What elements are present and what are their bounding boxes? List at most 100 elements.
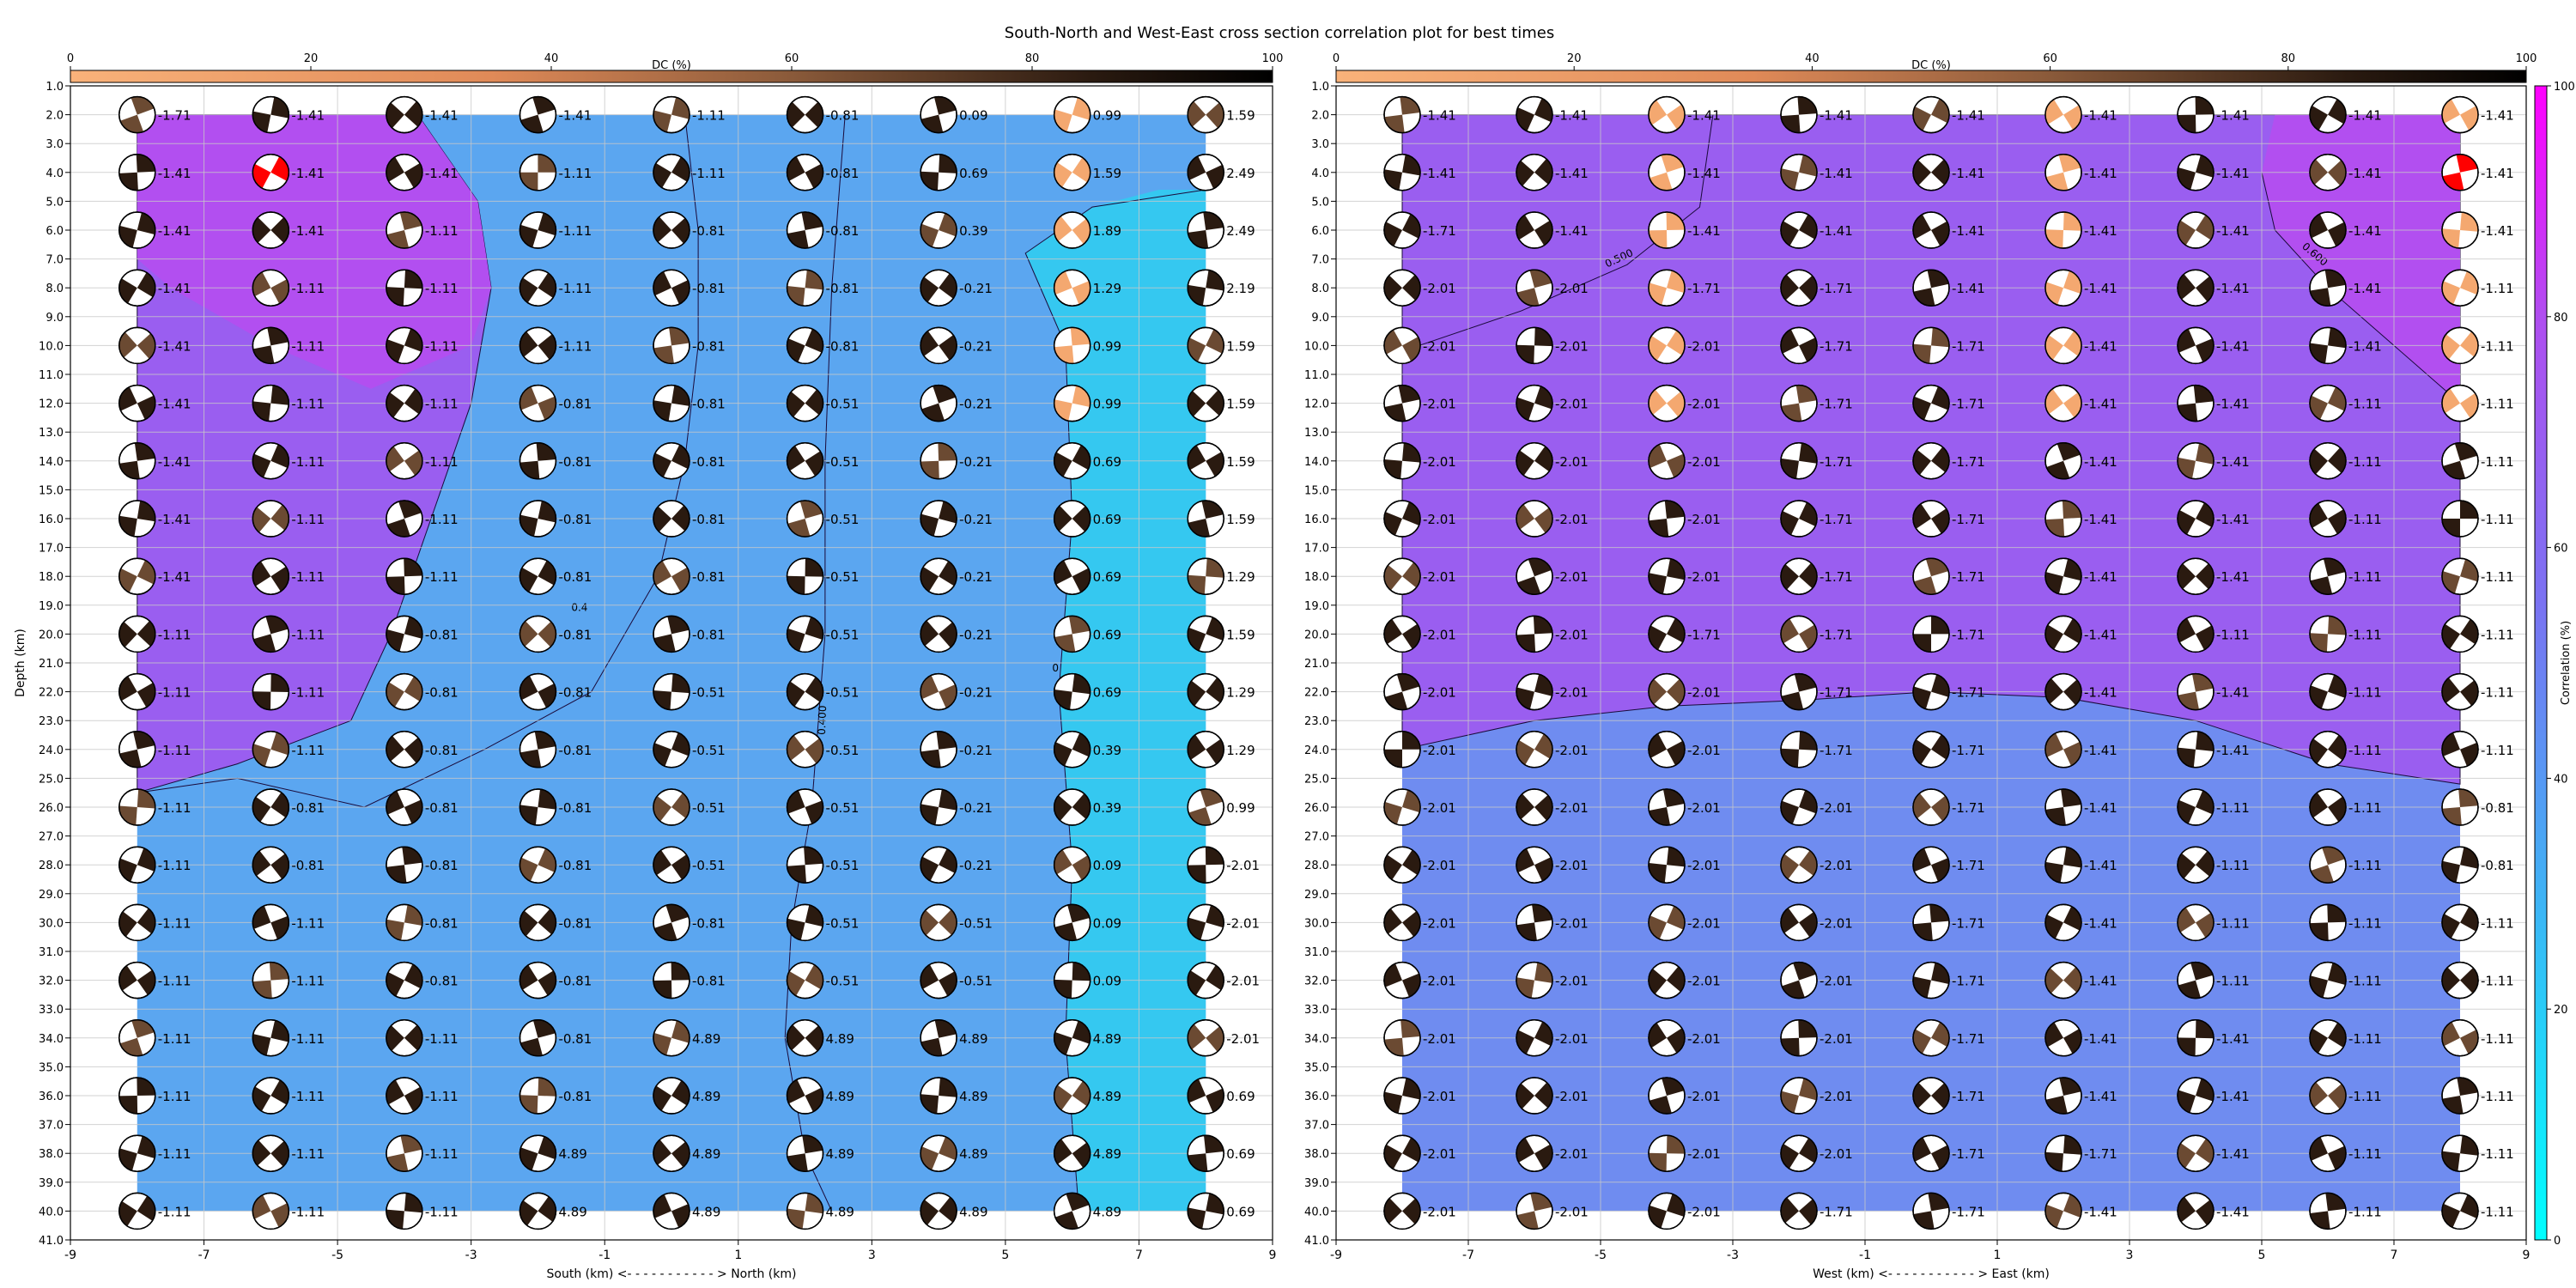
time-label: 0.69 xyxy=(959,166,987,181)
beachball xyxy=(118,269,156,307)
time-label: -1.41 xyxy=(2216,1204,2250,1219)
y-tick-label: 27.0 xyxy=(1304,831,1329,844)
time-label: -0.51 xyxy=(826,454,860,470)
time-label: -1.41 xyxy=(425,108,459,124)
beachball-rim xyxy=(2441,672,2479,711)
beachball-quadrant xyxy=(2328,509,2346,534)
beachball-quadrant xyxy=(1206,164,1224,189)
beachball-quadrant xyxy=(1188,101,1206,127)
beachball-rim xyxy=(1516,961,1553,999)
y-tick-label: 26.0 xyxy=(39,802,64,815)
y-tick-label: 31.0 xyxy=(39,946,64,959)
time-label: -1.71 xyxy=(1820,512,1853,527)
beachball xyxy=(653,557,690,595)
beachball xyxy=(2309,788,2347,826)
time-label: -2.01 xyxy=(1820,974,1853,989)
beachball-rim xyxy=(1187,269,1224,307)
beachball-rim xyxy=(920,269,957,307)
beachball xyxy=(118,1077,156,1115)
beachball-quadrant xyxy=(1931,963,1949,984)
beachball-quadrant xyxy=(137,212,155,235)
time-label: -1.11 xyxy=(2348,974,2382,989)
beachball-rim xyxy=(1187,442,1224,480)
beachball-quadrant xyxy=(1649,625,1667,650)
beachball-quadrant xyxy=(1072,962,1091,981)
beachball xyxy=(1053,95,1091,134)
beachball-quadrant xyxy=(804,847,823,866)
y-tick-label: 40.0 xyxy=(39,1206,64,1218)
beachball-quadrant xyxy=(519,386,538,410)
time-label: 4.89 xyxy=(1093,1031,1121,1047)
beachball-quadrant xyxy=(1400,96,1420,115)
beachball xyxy=(1516,788,1553,826)
beachball-quadrant xyxy=(2063,331,2081,356)
time-label: -1.71 xyxy=(1952,397,1985,412)
time-label: 1.59 xyxy=(1226,397,1255,412)
time-label: -1.41 xyxy=(425,166,459,181)
y-tick-label: 24.0 xyxy=(39,744,64,757)
beachball xyxy=(1187,557,1224,595)
beachball xyxy=(2177,903,2215,942)
beachball-quadrant xyxy=(2178,1143,2196,1169)
beachball-quadrant xyxy=(1516,504,1534,530)
beachball-rim xyxy=(2309,1192,2347,1230)
dc-colorbar-tick-label: 20 xyxy=(1567,52,1582,65)
beachball-quadrant xyxy=(671,217,690,244)
beachball-rim xyxy=(920,788,957,826)
y-tick-label: 34.0 xyxy=(1304,1033,1329,1046)
time-label: -1.41 xyxy=(2084,281,2117,296)
time-label: -2.01 xyxy=(1226,1031,1260,1047)
beachball-quadrant xyxy=(1781,854,1799,879)
beachball-quadrant xyxy=(2193,385,2214,404)
y-tick-label: 1.0 xyxy=(46,81,64,94)
beachball-rim xyxy=(1780,788,1818,826)
figure-title: South-North and West-East cross section … xyxy=(1005,24,1554,42)
beachball-quadrant xyxy=(1799,624,1817,650)
time-label: -1.71 xyxy=(1952,1146,1985,1162)
beachball-quadrant xyxy=(404,558,422,577)
beachball xyxy=(252,788,290,826)
beachball-rim xyxy=(920,1134,957,1172)
time-label: -1.41 xyxy=(2216,512,2250,527)
beachball-rim xyxy=(2441,500,2479,538)
beachball xyxy=(1648,384,1686,422)
y-tick-label: 5.0 xyxy=(46,196,64,209)
time-label: -1.41 xyxy=(1820,108,1853,124)
beachball-rim xyxy=(653,557,690,595)
x-tick-label: -5 xyxy=(1595,1249,1607,1262)
beachball-quadrant xyxy=(119,749,142,768)
beachball-rim xyxy=(1912,95,1950,134)
beachball-rim xyxy=(1187,615,1224,653)
time-label: -0.81 xyxy=(692,627,726,642)
time-label: -1.11 xyxy=(158,915,191,931)
beachball-quadrant xyxy=(252,271,271,297)
beachball-quadrant xyxy=(1781,1037,1800,1056)
time-label: -0.51 xyxy=(826,569,860,585)
beachball-rim xyxy=(519,615,557,653)
beachball xyxy=(1383,269,1421,307)
beachball-rim xyxy=(2441,326,2479,365)
beachball xyxy=(1383,731,1421,769)
beachball-quadrant xyxy=(2458,789,2478,807)
beachball xyxy=(1516,1019,1553,1057)
beachball-rim xyxy=(519,269,557,307)
beachball-rim xyxy=(1516,1019,1553,1057)
beachball-rim xyxy=(2309,95,2347,134)
beachball-rim xyxy=(786,788,824,826)
beachball xyxy=(118,672,156,711)
beachball-quadrant xyxy=(805,558,823,577)
time-label: -1.41 xyxy=(1820,166,1853,181)
beachball-rim xyxy=(653,442,690,480)
beachball xyxy=(786,1019,824,1057)
time-label: 4.89 xyxy=(826,1146,854,1162)
beachball-quadrant xyxy=(787,735,805,761)
beachball xyxy=(1383,788,1421,826)
beachball xyxy=(2177,846,2215,884)
beachball-rim xyxy=(252,672,290,711)
beachball xyxy=(2441,672,2479,711)
beachball xyxy=(1912,557,1950,595)
beachball-quadrant xyxy=(1912,1082,1931,1109)
time-label: -1.11 xyxy=(291,915,325,931)
beachball xyxy=(1053,846,1091,884)
beachball-quadrant xyxy=(386,736,404,762)
